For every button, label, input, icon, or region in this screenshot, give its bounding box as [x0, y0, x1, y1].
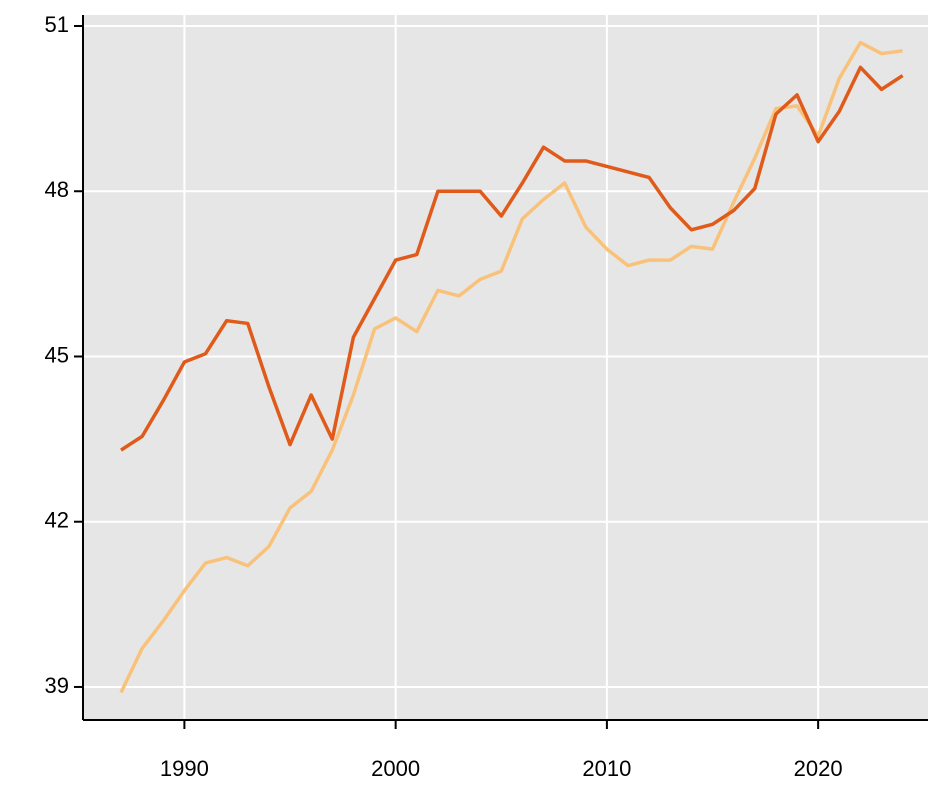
y-tick-label: 48: [45, 177, 69, 202]
line-series: [119, 40, 903, 694]
x-tick-label: 2000: [371, 756, 420, 781]
y-tick-label: 42: [45, 508, 69, 533]
y-tick-label: 51: [45, 12, 69, 37]
x-tick-label: 2010: [582, 756, 631, 781]
y-tick-label: 45: [45, 342, 69, 367]
y-tick-label: 39: [45, 673, 69, 698]
x-tick-label: 1990: [160, 756, 209, 781]
line-series: [120, 65, 904, 452]
x-tick-label: 2020: [794, 756, 843, 781]
plot-area: [83, 15, 928, 720]
